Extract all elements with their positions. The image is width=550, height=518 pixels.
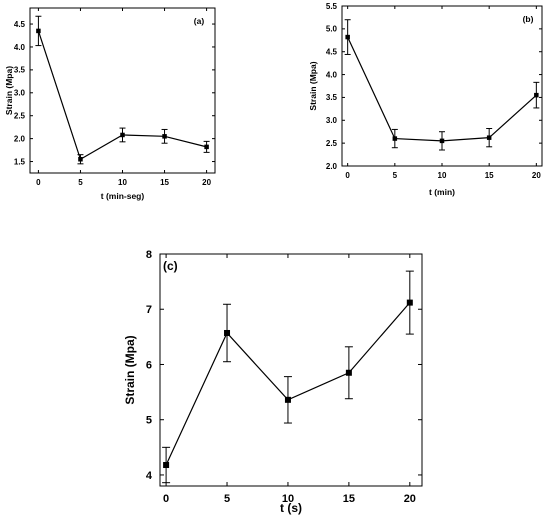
x-tick-label: 15 [485,171,494,180]
x-tick-label: 20 [532,171,541,180]
y-tick-label: 3.5 [14,66,26,75]
y-tick-label: 2.5 [326,139,338,148]
x-axis-label: t (min) [429,187,455,197]
y-tick-label: 4.5 [14,20,26,29]
y-tick-label: 5 [146,415,152,427]
data-point [78,157,83,162]
y-tick-label: 2.0 [326,162,338,171]
data-point [345,34,350,40]
data-point [439,138,445,144]
x-axis-label: t (s) [280,501,302,515]
y-tick-label: 5.5 [326,2,338,11]
x-tick-label: 10 [118,178,127,187]
data-point [284,396,291,403]
y-tick-label: 1.5 [14,157,26,166]
x-tick-label: 0 [163,493,169,505]
x-tick-label: 0 [36,178,41,187]
y-axis-label: Strain (Mpa) [4,66,14,115]
x-tick-label: 5 [78,178,83,187]
y-tick-label: 3.0 [326,116,338,125]
data-point [534,92,539,98]
data-point [163,462,170,469]
data-point [36,28,41,34]
y-tick-label: 2.5 [14,112,26,121]
data-point [162,134,167,139]
x-tick-label: 20 [404,493,416,505]
x-axis-label: t (min-seg) [101,191,145,201]
y-tick-label: 4 [146,470,153,482]
chart-b: 0 5 10 15 20 2.0 2.5 3.0 3.5 4.0 4.5 5.0 5.5 t (min) S… [308,2,543,197]
data-point [486,135,492,140]
plot-frame [159,253,423,487]
y-tick-label: 8 [146,249,152,261]
data-point [345,369,352,376]
y-tick-label: 6 [146,359,152,371]
x-tick-label: 15 [160,178,169,187]
panel-label: (c) [163,259,178,273]
y-tick-label: 4.0 [14,43,26,52]
y-axis-label: Strain (Mpa) [123,335,137,404]
series-line [347,36,537,142]
x-tick-label: 20 [202,178,211,187]
data-point [392,136,398,141]
y-tick-label: 3.0 [14,89,26,98]
x-tick-label: 0 [345,171,350,180]
data-point [406,299,413,306]
y-tick-label: 7 [146,304,152,316]
panel-label: (a) [194,16,205,26]
x-tick-label: 5 [393,171,398,180]
y-tick-label: 3.5 [326,93,338,102]
y-tick-label: 5.0 [326,25,338,34]
y-tick-label: 4.5 [326,48,338,57]
data-point [224,329,231,336]
x-tick-label: 10 [438,171,447,180]
y-tick-label: 2.0 [14,134,26,143]
data-point [120,132,125,138]
data-point [204,144,209,150]
x-tick-label: 15 [343,493,355,505]
y-axis-label: Strain (Mpa) [308,61,318,110]
x-tick-label: 10 [282,493,294,505]
y-tick-label: 4.0 [326,70,338,79]
chart-c: 0 5 10 15 20 4 5 6 7 8 t (s) Strain (Mpa) (c) [123,249,423,515]
x-tick-label: 5 [224,493,230,505]
panel-label: (b) [523,14,534,24]
chart-a: 0 5 10 15 20 1.5 2.0 2.5 3.0 3.5 4.0 4.5 t (min-seg)… [4,7,216,201]
